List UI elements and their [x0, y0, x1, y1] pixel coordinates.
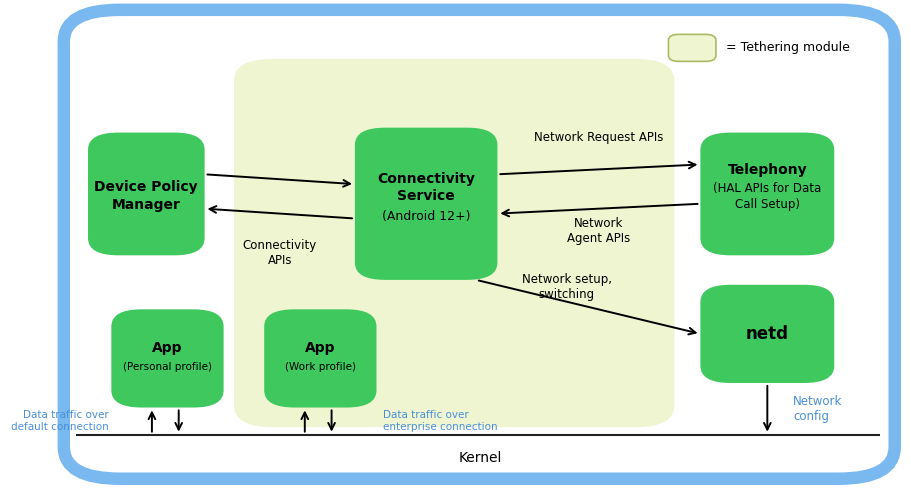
FancyBboxPatch shape [264, 309, 376, 408]
FancyBboxPatch shape [234, 59, 674, 427]
Text: Network Request APIs: Network Request APIs [534, 131, 663, 144]
Text: Data traffic over
enterprise connection: Data traffic over enterprise connection [383, 410, 497, 432]
Text: netd: netd [745, 325, 788, 343]
Text: Data traffic over
default connection: Data traffic over default connection [11, 410, 108, 432]
FancyBboxPatch shape [111, 309, 223, 408]
Text: Kernel: Kernel [458, 451, 501, 465]
Text: Manager: Manager [112, 198, 180, 212]
Text: Connectivity
APIs: Connectivity APIs [242, 239, 316, 267]
Text: (Work profile): (Work profile) [284, 362, 355, 372]
FancyBboxPatch shape [87, 133, 204, 255]
Text: App: App [152, 341, 182, 355]
Text: (HAL APIs for Data: (HAL APIs for Data [712, 182, 821, 194]
Text: App: App [305, 341, 335, 355]
FancyBboxPatch shape [700, 133, 834, 255]
FancyBboxPatch shape [354, 128, 496, 280]
Text: Telephony: Telephony [727, 164, 806, 177]
FancyBboxPatch shape [668, 34, 715, 61]
Text: = Tethering module: = Tethering module [725, 41, 849, 55]
Text: Service: Service [397, 190, 455, 203]
Text: Connectivity: Connectivity [377, 172, 475, 186]
Text: (Android 12+): (Android 12+) [382, 210, 470, 222]
FancyBboxPatch shape [700, 285, 834, 383]
Text: Network setup,
switching: Network setup, switching [521, 273, 611, 301]
Text: Network
Agent APIs: Network Agent APIs [567, 217, 630, 245]
Text: Network
config: Network config [793, 395, 842, 423]
Text: Device Policy: Device Policy [95, 180, 198, 193]
Text: Call Setup): Call Setup) [734, 198, 799, 211]
FancyBboxPatch shape [64, 10, 894, 479]
Text: (Personal profile): (Personal profile) [123, 362, 211, 372]
